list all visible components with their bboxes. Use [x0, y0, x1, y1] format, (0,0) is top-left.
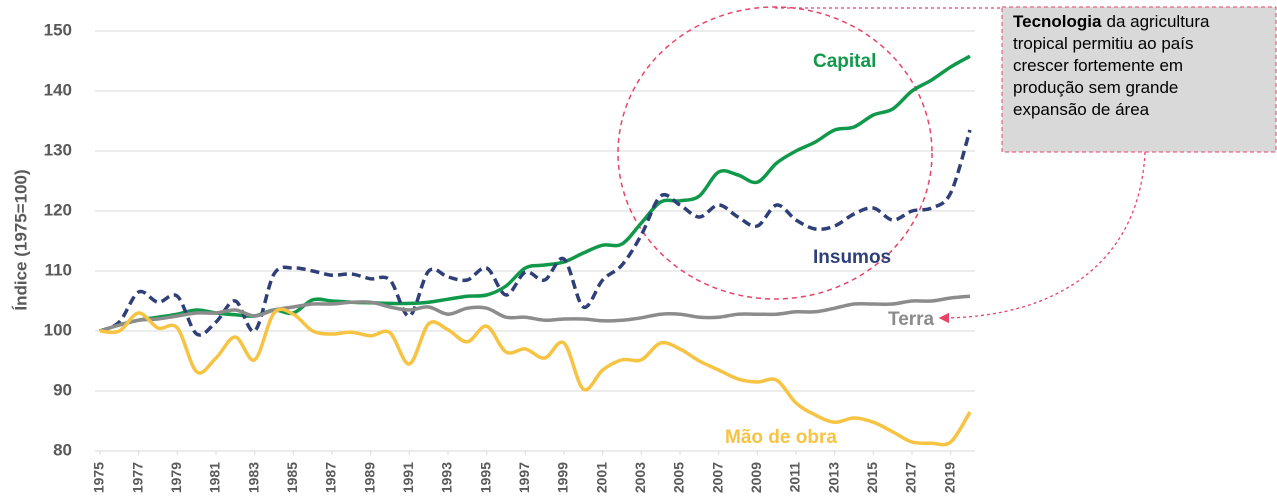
arrow: [938, 151, 1146, 324]
x-tick-label: 1985: [284, 462, 300, 493]
x-tick-label: 2017: [903, 462, 919, 493]
series-line: [99, 129, 972, 337]
y-tick-label: 120: [44, 200, 72, 219]
y-tick-label: 90: [53, 380, 72, 399]
y-tick-label: 110: [45, 260, 72, 279]
y-axis-label: Índice (1975=100): [11, 169, 30, 310]
series-label: Capital: [813, 51, 876, 72]
x-tick-label: 1995: [477, 462, 493, 493]
x-tick-label: 1991: [400, 462, 416, 493]
annotation-line: crescer fortemente em: [1013, 56, 1183, 75]
series-label: Insumos: [813, 247, 891, 268]
x-tick-label: 2019: [941, 462, 957, 493]
series-line: [99, 307, 972, 447]
x-tick-label: 2015: [864, 462, 880, 493]
x-tick-label: 2009: [748, 462, 764, 493]
annotation: Tecnologia da agricultura tropical permit…: [1013, 12, 1214, 119]
annotation-line: da agricultura: [1106, 12, 1210, 31]
y-tick-label: 150: [44, 20, 72, 39]
x-tick-label: 2001: [593, 462, 609, 493]
x-tick-label: 1979: [168, 462, 184, 493]
x-tick-label: 1997: [516, 462, 532, 493]
x-tick-label: 2003: [632, 462, 648, 493]
x-tick-label: 2013: [825, 462, 841, 493]
annotation-line: tropical permitiu ao país: [1013, 34, 1193, 53]
x-tick-label: 2011: [787, 462, 803, 493]
x-tick-label: 1975: [91, 462, 107, 493]
highlight-circle: [617, 6, 933, 300]
x-tick-label: 1999: [555, 462, 571, 493]
x-tick-label: 2005: [671, 462, 687, 493]
series-line: [99, 294, 971, 333]
y-tick-label: 80: [53, 440, 72, 459]
x-tick-label: 1981: [207, 462, 223, 493]
y-tick-label: 100: [44, 320, 72, 339]
annotation-bold: Tecnologia: [1013, 12, 1102, 31]
series-label: Mão de obra: [725, 427, 837, 448]
y-tick-label: 130: [44, 140, 72, 159]
annotation-box: [1001, 6, 1277, 153]
x-tick-label: 1987: [323, 462, 339, 493]
annotation-line: produção sem grande: [1013, 78, 1178, 97]
x-tick-label: 1983: [245, 462, 261, 493]
annotation-line: expansão de área: [1013, 100, 1150, 119]
series-label: Terra: [888, 309, 935, 330]
y-tick-label: 140: [44, 80, 72, 99]
series-line: [99, 54, 971, 333]
x-tick-label: 1993: [439, 462, 455, 493]
x-tick-label: 1989: [361, 462, 377, 493]
x-tick-label: 1977: [129, 462, 145, 493]
x-tick-label: 2007: [709, 462, 725, 493]
